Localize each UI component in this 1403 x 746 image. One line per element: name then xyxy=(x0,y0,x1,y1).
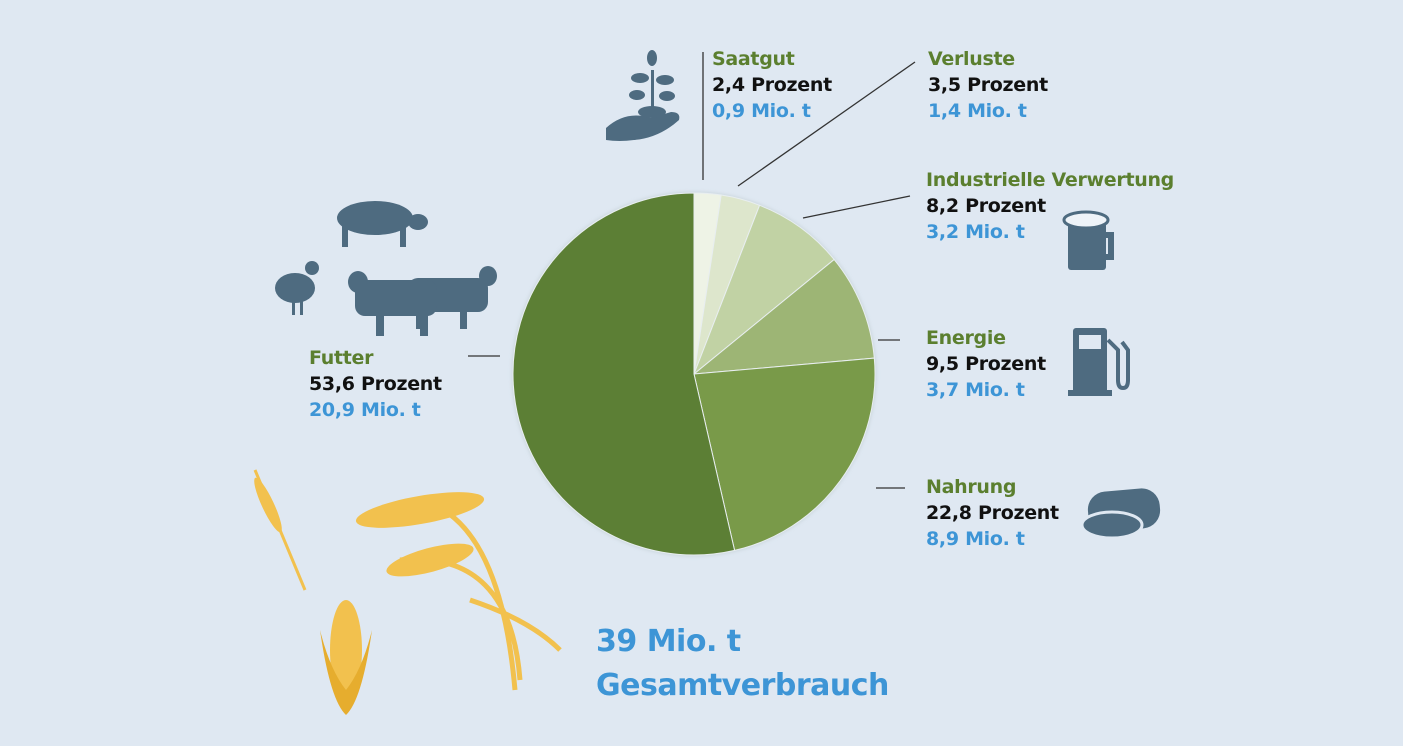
slice-name: Saatgut xyxy=(712,48,795,70)
label-saatgut: Saatgut 2,4 Prozent 0,9 Mio. t xyxy=(712,46,832,124)
rice-icon xyxy=(355,492,562,691)
beer-mug-icon xyxy=(1062,210,1114,270)
slice-percent: 22,8 Prozent xyxy=(926,502,1059,524)
leader-line-industrie xyxy=(802,195,911,219)
total-value: 39 Mio. t xyxy=(596,624,741,659)
slice-percent: 9,5 Prozent xyxy=(926,353,1046,375)
slice-amount: 3,2 Mio. t xyxy=(926,221,1025,243)
fuel-pump-icon xyxy=(1068,328,1130,396)
total-caption: Gesamtverbrauch xyxy=(596,668,889,703)
total-consumption: 39 Mio. t Gesamtverbrauch xyxy=(596,620,889,708)
label-nahrung: Nahrung 22,8 Prozent 8,9 Mio. t xyxy=(926,474,1059,552)
seedling-in-hand-icon xyxy=(606,50,680,141)
slice-amount: 20,9 Mio. t xyxy=(309,399,421,421)
label-verluste: Verluste 3,5 Prozent 1,4 Mio. t xyxy=(928,46,1048,124)
slice-amount: 3,7 Mio. t xyxy=(926,379,1025,401)
bread-icon xyxy=(1080,488,1161,540)
corn-icon xyxy=(320,600,372,715)
slice-name: Futter xyxy=(309,347,374,369)
wheat-icon xyxy=(253,469,307,591)
label-futter: Futter 53,6 Prozent 20,9 Mio. t xyxy=(309,345,442,423)
livestock-icon xyxy=(275,201,497,336)
pie-slice-nahrung xyxy=(693,357,876,551)
pie-slice-futter xyxy=(512,192,736,556)
slice-name: Industrielle Verwertung xyxy=(926,169,1174,191)
pie-slice-energie xyxy=(692,258,875,375)
slice-amount: 0,9 Mio. t xyxy=(712,100,811,122)
label-energie: Energie 9,5 Prozent 3,7 Mio. t xyxy=(926,325,1046,403)
slice-percent: 3,5 Prozent xyxy=(928,74,1048,96)
grain-illustration xyxy=(253,469,562,715)
slice-name: Verluste xyxy=(928,48,1015,70)
label-industrielle-verwertung: Industrielle Verwertung 8,2 Prozent 3,2 … xyxy=(926,167,1174,245)
slice-name: Energie xyxy=(926,327,1006,349)
slice-amount: 1,4 Mio. t xyxy=(928,100,1027,122)
slice-amount: 8,9 Mio. t xyxy=(926,528,1025,550)
leader-lines xyxy=(468,52,916,489)
slice-percent: 53,6 Prozent xyxy=(309,373,442,395)
pie-slice-industrielle-verwertung xyxy=(692,204,835,376)
slice-name: Nahrung xyxy=(926,476,1017,498)
slice-percent: 8,2 Prozent xyxy=(926,195,1046,217)
slice-percent: 2,4 Prozent xyxy=(712,74,832,96)
leader-line-verluste xyxy=(737,61,916,187)
